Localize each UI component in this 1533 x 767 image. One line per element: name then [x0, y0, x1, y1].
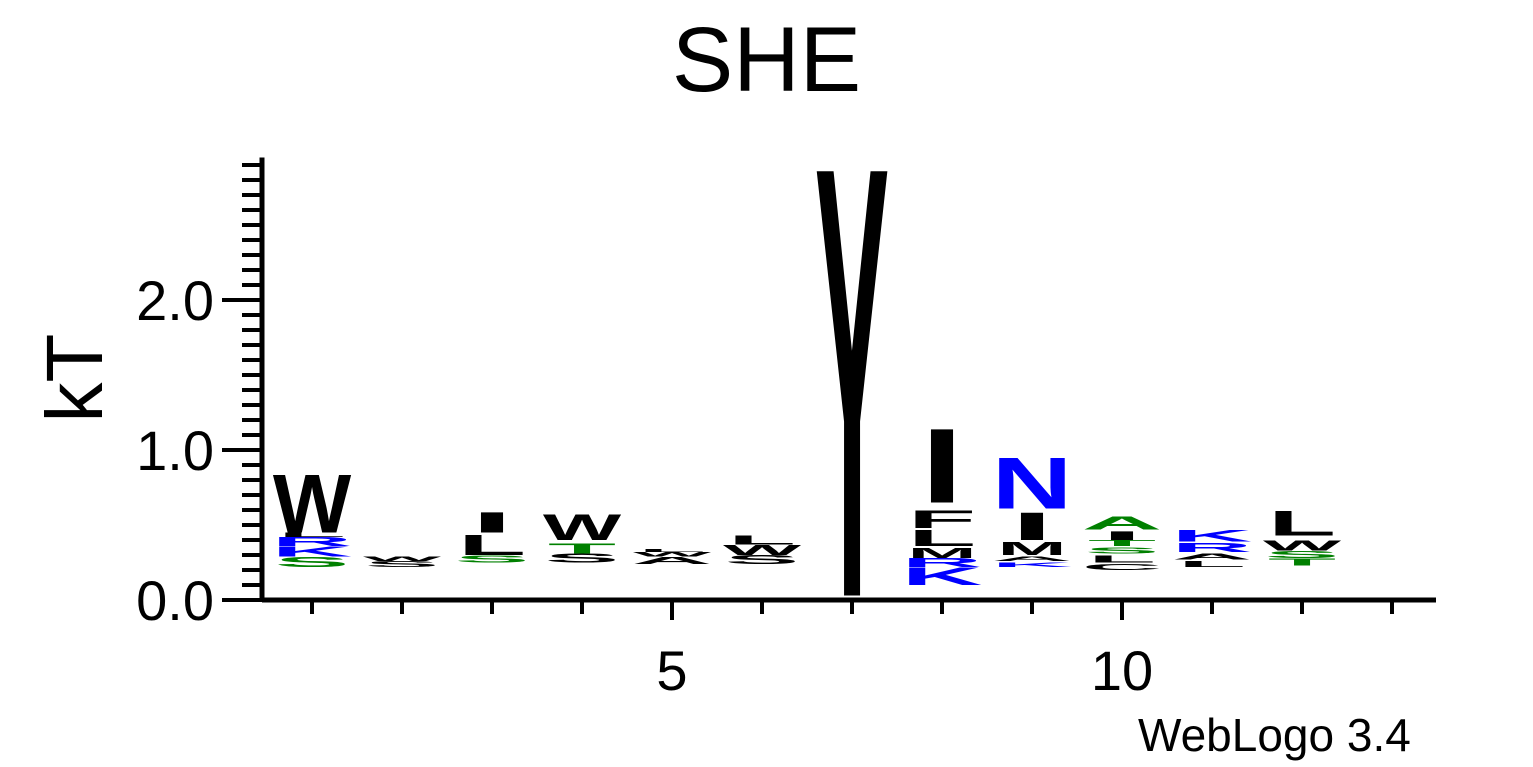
- letter-S: S: [1085, 546, 1159, 555]
- y-tick-label: 0.0: [136, 569, 214, 632]
- stack-position-6: SWL: [723, 533, 802, 567]
- stack-position-5: AWL: [632, 548, 712, 566]
- x-tick-label: 10: [1091, 639, 1153, 702]
- letter-W: W: [543, 506, 622, 548]
- letter-A: A: [1172, 552, 1252, 561]
- letter-N: N: [992, 443, 1072, 524]
- letter-A: A: [1082, 513, 1162, 534]
- chart-title: SHE: [671, 9, 862, 111]
- letter-S: S: [455, 553, 529, 565]
- stack-position-2: SW: [363, 555, 442, 568]
- weblogo-credit: WebLogo 3.4: [1138, 709, 1411, 761]
- letter-C: C: [1082, 562, 1162, 571]
- letter-I: I: [1011, 504, 1054, 548]
- letter-K: K: [992, 561, 1072, 568]
- letter-K: K: [1172, 526, 1252, 545]
- letter-M: M: [997, 538, 1066, 559]
- letter-I: I: [921, 407, 964, 525]
- letter-K: K: [902, 563, 982, 591]
- letter-A: A: [632, 555, 712, 567]
- letter-A: A: [992, 555, 1072, 562]
- letter-S: S: [545, 551, 619, 565]
- letter-F: F: [908, 506, 976, 534]
- y-tick-label: 1.0: [136, 419, 214, 482]
- letter-S: S: [1265, 549, 1339, 561]
- letter-L: L: [728, 533, 796, 547]
- letter-K: K: [272, 543, 352, 559]
- letter-L: L: [458, 529, 526, 562]
- axis-labels: 0.0 1.0 2.0 5 10 kT: [30, 269, 1153, 702]
- stack-position-7: Y: [815, 37, 889, 726]
- letter-L: L: [1178, 559, 1246, 568]
- letter-L: L: [638, 548, 706, 553]
- letter-W: W: [723, 542, 802, 558]
- letter-L: L: [1268, 503, 1336, 543]
- stack-position-4: STW: [543, 506, 622, 565]
- letter-R: R: [902, 556, 982, 570]
- letter-M: M: [907, 545, 976, 561]
- letter-W: W: [633, 551, 712, 558]
- letter-T: T: [548, 540, 616, 556]
- letter-L: L: [278, 531, 346, 538]
- letter-W: W: [363, 555, 442, 562]
- letter-S: S: [275, 554, 349, 570]
- letter-T: T: [1268, 556, 1336, 568]
- letter-T: T: [1088, 538, 1156, 547]
- letter-S: S: [365, 559, 439, 568]
- letter-I: I: [471, 506, 514, 539]
- letter-W: W: [273, 457, 352, 550]
- y-axis-label: kT: [30, 334, 119, 423]
- letter-Y: Y: [815, 37, 889, 726]
- letter-L: L: [908, 525, 976, 551]
- y-tick-label: 2.0: [136, 269, 214, 332]
- stack-position-3: SLI: [455, 506, 529, 564]
- letter-R: R: [1172, 541, 1252, 555]
- letter-L: L: [1088, 553, 1156, 565]
- axes: [222, 157, 1436, 620]
- x-tick-label: 5: [656, 639, 687, 702]
- letter-S: S: [725, 553, 799, 567]
- letter-R: R: [272, 535, 352, 549]
- letter-I: I: [1101, 529, 1144, 543]
- letter-W: W: [1263, 537, 1342, 553]
